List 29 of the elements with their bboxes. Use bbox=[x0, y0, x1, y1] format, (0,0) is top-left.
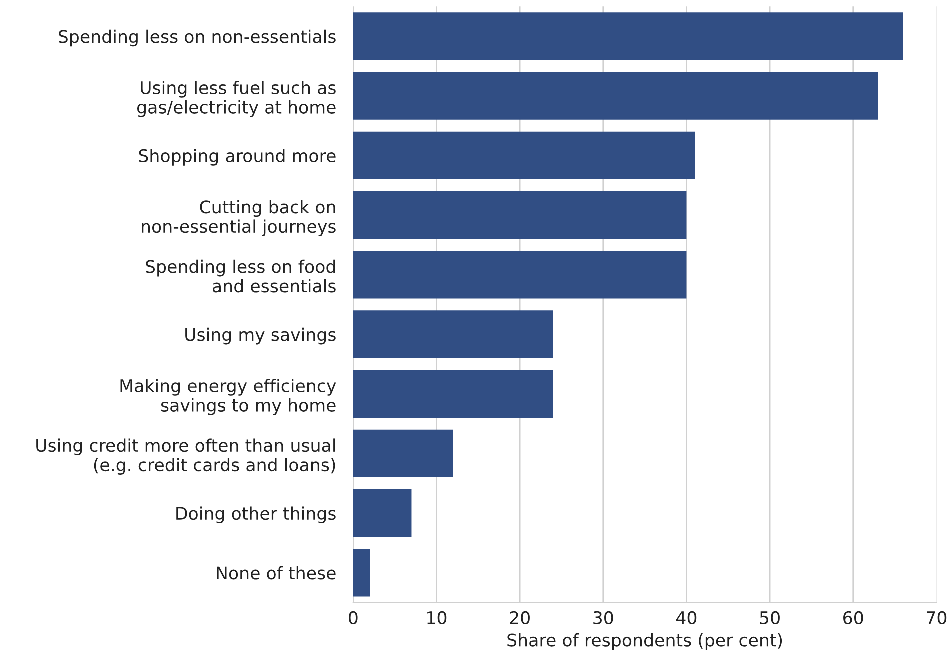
y-tick-label: Spending less on non-essentials bbox=[59, 30, 336, 47]
bar bbox=[353, 251, 687, 299]
x-tick-label: 0 bbox=[349, 611, 358, 624]
y-tick-label: Shopping around more bbox=[139, 149, 336, 166]
y-tick-label: None of these bbox=[217, 566, 336, 580]
bar bbox=[353, 12, 904, 60]
y-tick-label: Using credit more often than usual (e.g. credit cards and loans) bbox=[36, 438, 336, 475]
bar bbox=[353, 489, 412, 538]
x-tick-label: 60 bbox=[844, 611, 864, 624]
bar bbox=[353, 549, 370, 597]
y-tick-label: Making energy efficiency savings to my home bbox=[120, 379, 336, 416]
x-tick-label: 30 bbox=[594, 611, 614, 624]
x-tick-label: 20 bbox=[510, 611, 530, 624]
bar bbox=[353, 132, 696, 180]
x-tick-label: 70 bbox=[927, 611, 947, 624]
bar bbox=[353, 310, 554, 358]
bar bbox=[353, 72, 878, 120]
x-tick-label: 10 bbox=[428, 611, 447, 624]
y-tick-label: Spending less on food and essentials bbox=[146, 260, 336, 293]
y-tick-label: Using less fuel such as gas/electricity at home bbox=[137, 81, 336, 118]
x-axis-title: Share of respondents (per cent) bbox=[508, 633, 782, 650]
x-tick-label: 40 bbox=[676, 611, 697, 624]
x-tick-label: 50 bbox=[760, 611, 780, 624]
bar bbox=[353, 191, 687, 240]
bar bbox=[353, 430, 454, 478]
y-tick-label: Using my savings bbox=[186, 328, 336, 345]
y-tick-label: Cutting back on non-essential journeys bbox=[142, 200, 336, 237]
bar bbox=[353, 370, 554, 418]
y-tick-label: Doing other things bbox=[176, 506, 336, 524]
